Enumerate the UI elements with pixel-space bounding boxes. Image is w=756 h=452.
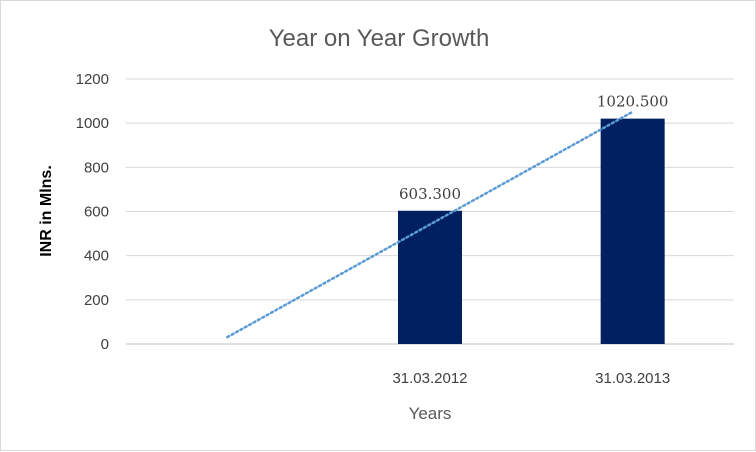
chart-title: Year on Year Growth	[269, 25, 490, 52]
y-axis-ticks: 0 200 400 600 800 1000 1200	[76, 71, 109, 353]
x-category-label: 31.03.2012	[392, 370, 467, 387]
bar	[398, 210, 462, 344]
data-label: 1020.500	[597, 93, 669, 111]
y-tick-label: 1200	[76, 71, 109, 88]
y-tick-label: 800	[84, 159, 109, 176]
x-axis-label: Years	[409, 404, 452, 423]
y-tick-label: 200	[84, 292, 109, 309]
x-axis-categories: 31.03.2012 31.03.2013	[392, 370, 670, 387]
y-tick-label: 0	[101, 336, 109, 353]
data-labels: 603.300 1020.500	[399, 93, 668, 203]
x-category-label: 31.03.2013	[595, 370, 670, 387]
trendline	[226, 110, 634, 339]
bar	[600, 118, 665, 344]
trendline-path	[226, 110, 634, 339]
y-axis-label: INR in Mlns.	[38, 165, 55, 257]
y-tick-label: 600	[84, 204, 109, 221]
bars	[398, 118, 665, 344]
y-tick-label: 400	[84, 248, 109, 265]
data-label: 603.300	[399, 185, 461, 203]
y-tick-label: 1000	[76, 115, 109, 132]
